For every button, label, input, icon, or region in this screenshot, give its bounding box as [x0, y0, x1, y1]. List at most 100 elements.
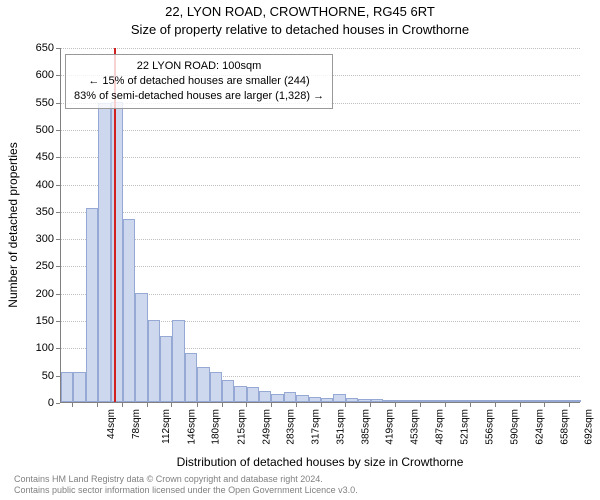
y-tick-label: 0 [0, 397, 54, 409]
x-tick-mark [271, 403, 272, 407]
y-tick-label: 250 [0, 260, 54, 272]
y-tick-label: 50 [0, 370, 54, 382]
histogram-bar [531, 400, 543, 402]
histogram-bar [470, 400, 482, 402]
histogram-bar [135, 293, 147, 402]
histogram-bar [507, 400, 519, 402]
histogram-bar [420, 400, 432, 402]
y-tick-label: 300 [0, 233, 54, 245]
histogram-bar [73, 372, 85, 402]
annotation-line3: 83% of semi-detached houses are larger (… [74, 89, 324, 104]
x-tick-mark [296, 403, 297, 407]
x-tick-label: 590sqm [510, 409, 521, 445]
x-tick-mark [544, 403, 545, 407]
y-tick-label: 350 [0, 206, 54, 218]
x-tick-label: 453sqm [410, 409, 421, 445]
footer-attribution: Contains HM Land Registry data © Crown c… [14, 474, 358, 497]
y-tick-label: 550 [0, 97, 54, 109]
histogram-bar [519, 400, 531, 402]
x-tick-mark [171, 403, 172, 407]
annotation-line2: ← 15% of detached houses are smaller (24… [74, 74, 324, 89]
x-tick-label: 521sqm [459, 409, 470, 445]
y-tick-label: 100 [0, 342, 54, 354]
x-tick-label: 249sqm [261, 409, 272, 445]
x-tick-mark [520, 403, 521, 407]
footer-line2: Contains public sector information licen… [14, 485, 358, 496]
histogram-bar [234, 386, 246, 402]
x-tick-mark [569, 403, 570, 407]
plot-area: 22 LYON ROAD: 100sqm ← 15% of detached h… [60, 48, 580, 403]
y-tick-label: 450 [0, 151, 54, 163]
histogram-bar [160, 336, 172, 402]
x-tick-mark [420, 403, 421, 407]
annotation-line1: 22 LYON ROAD: 100sqm [74, 59, 324, 74]
y-tick-label: 650 [0, 42, 54, 54]
chart-title-line2: Size of property relative to detached ho… [0, 22, 600, 37]
x-tick-label: 146sqm [186, 409, 197, 445]
x-tick-mark [147, 403, 148, 407]
histogram-bar [333, 394, 345, 402]
x-tick-mark [321, 403, 322, 407]
x-axis-label: Distribution of detached houses by size … [60, 455, 580, 469]
x-tick-label: 283sqm [286, 409, 297, 445]
x-tick-mark [72, 403, 73, 407]
histogram-bar [111, 102, 123, 402]
x-tick-mark [246, 403, 247, 407]
histogram-bar [309, 397, 321, 402]
x-tick-label: 112sqm [161, 409, 172, 444]
x-tick-mark [395, 403, 396, 407]
histogram-bar [445, 400, 457, 402]
x-tick-mark [122, 403, 123, 407]
histogram-bar [408, 400, 420, 402]
x-tick-mark [345, 403, 346, 407]
histogram-bar [358, 399, 370, 402]
y-tick-mark [56, 403, 60, 404]
histogram-bar [222, 380, 234, 402]
histogram-bar [371, 399, 383, 402]
histogram-bar [346, 398, 358, 402]
x-tick-label: 692sqm [584, 409, 595, 445]
x-tick-mark [222, 403, 223, 407]
histogram-bar [556, 400, 568, 402]
histogram-bar [259, 391, 271, 402]
histogram-bar [296, 395, 308, 402]
x-tick-label: 419sqm [385, 409, 396, 445]
histogram-bar [86, 208, 98, 402]
y-tick-label: 600 [0, 69, 54, 81]
histogram-bar [247, 387, 259, 402]
histogram-bar [457, 400, 469, 402]
x-tick-mark [495, 403, 496, 407]
histogram-bar [197, 367, 209, 403]
x-tick-label: 556sqm [485, 409, 496, 445]
histogram-bar [148, 320, 160, 402]
histogram-bar [210, 372, 222, 402]
y-tick-label: 200 [0, 288, 54, 300]
x-tick-label: 385sqm [360, 409, 371, 445]
x-tick-label: 78sqm [131, 409, 142, 439]
histogram-bar [284, 392, 296, 402]
x-tick-mark [370, 403, 371, 407]
x-tick-label: 487sqm [435, 409, 446, 445]
y-axis-label: Number of detached properties [6, 142, 20, 307]
x-tick-mark [97, 403, 98, 407]
y-tick-label: 500 [0, 124, 54, 136]
histogram-bar [383, 400, 395, 402]
x-tick-label: 180sqm [211, 409, 222, 445]
histogram-bar [494, 400, 506, 402]
histogram-bar [123, 219, 135, 402]
x-tick-label: 658sqm [559, 409, 570, 445]
histogram-bar [544, 400, 556, 402]
histogram-bar [172, 320, 184, 402]
x-tick-mark [445, 403, 446, 407]
histogram-bar [395, 400, 407, 402]
annotation-box: 22 LYON ROAD: 100sqm ← 15% of detached h… [65, 54, 333, 109]
histogram-bar [61, 372, 73, 402]
chart-container: 22, LYON ROAD, CROWTHORNE, RG45 6RT Size… [0, 0, 600, 500]
histogram-bar [482, 400, 494, 402]
x-tick-label: 351sqm [336, 409, 347, 445]
histogram-bar [569, 400, 581, 402]
histogram-bar [98, 103, 110, 402]
footer-line1: Contains HM Land Registry data © Crown c… [14, 474, 358, 485]
x-tick-label: 44sqm [106, 409, 117, 439]
x-tick-mark [470, 403, 471, 407]
